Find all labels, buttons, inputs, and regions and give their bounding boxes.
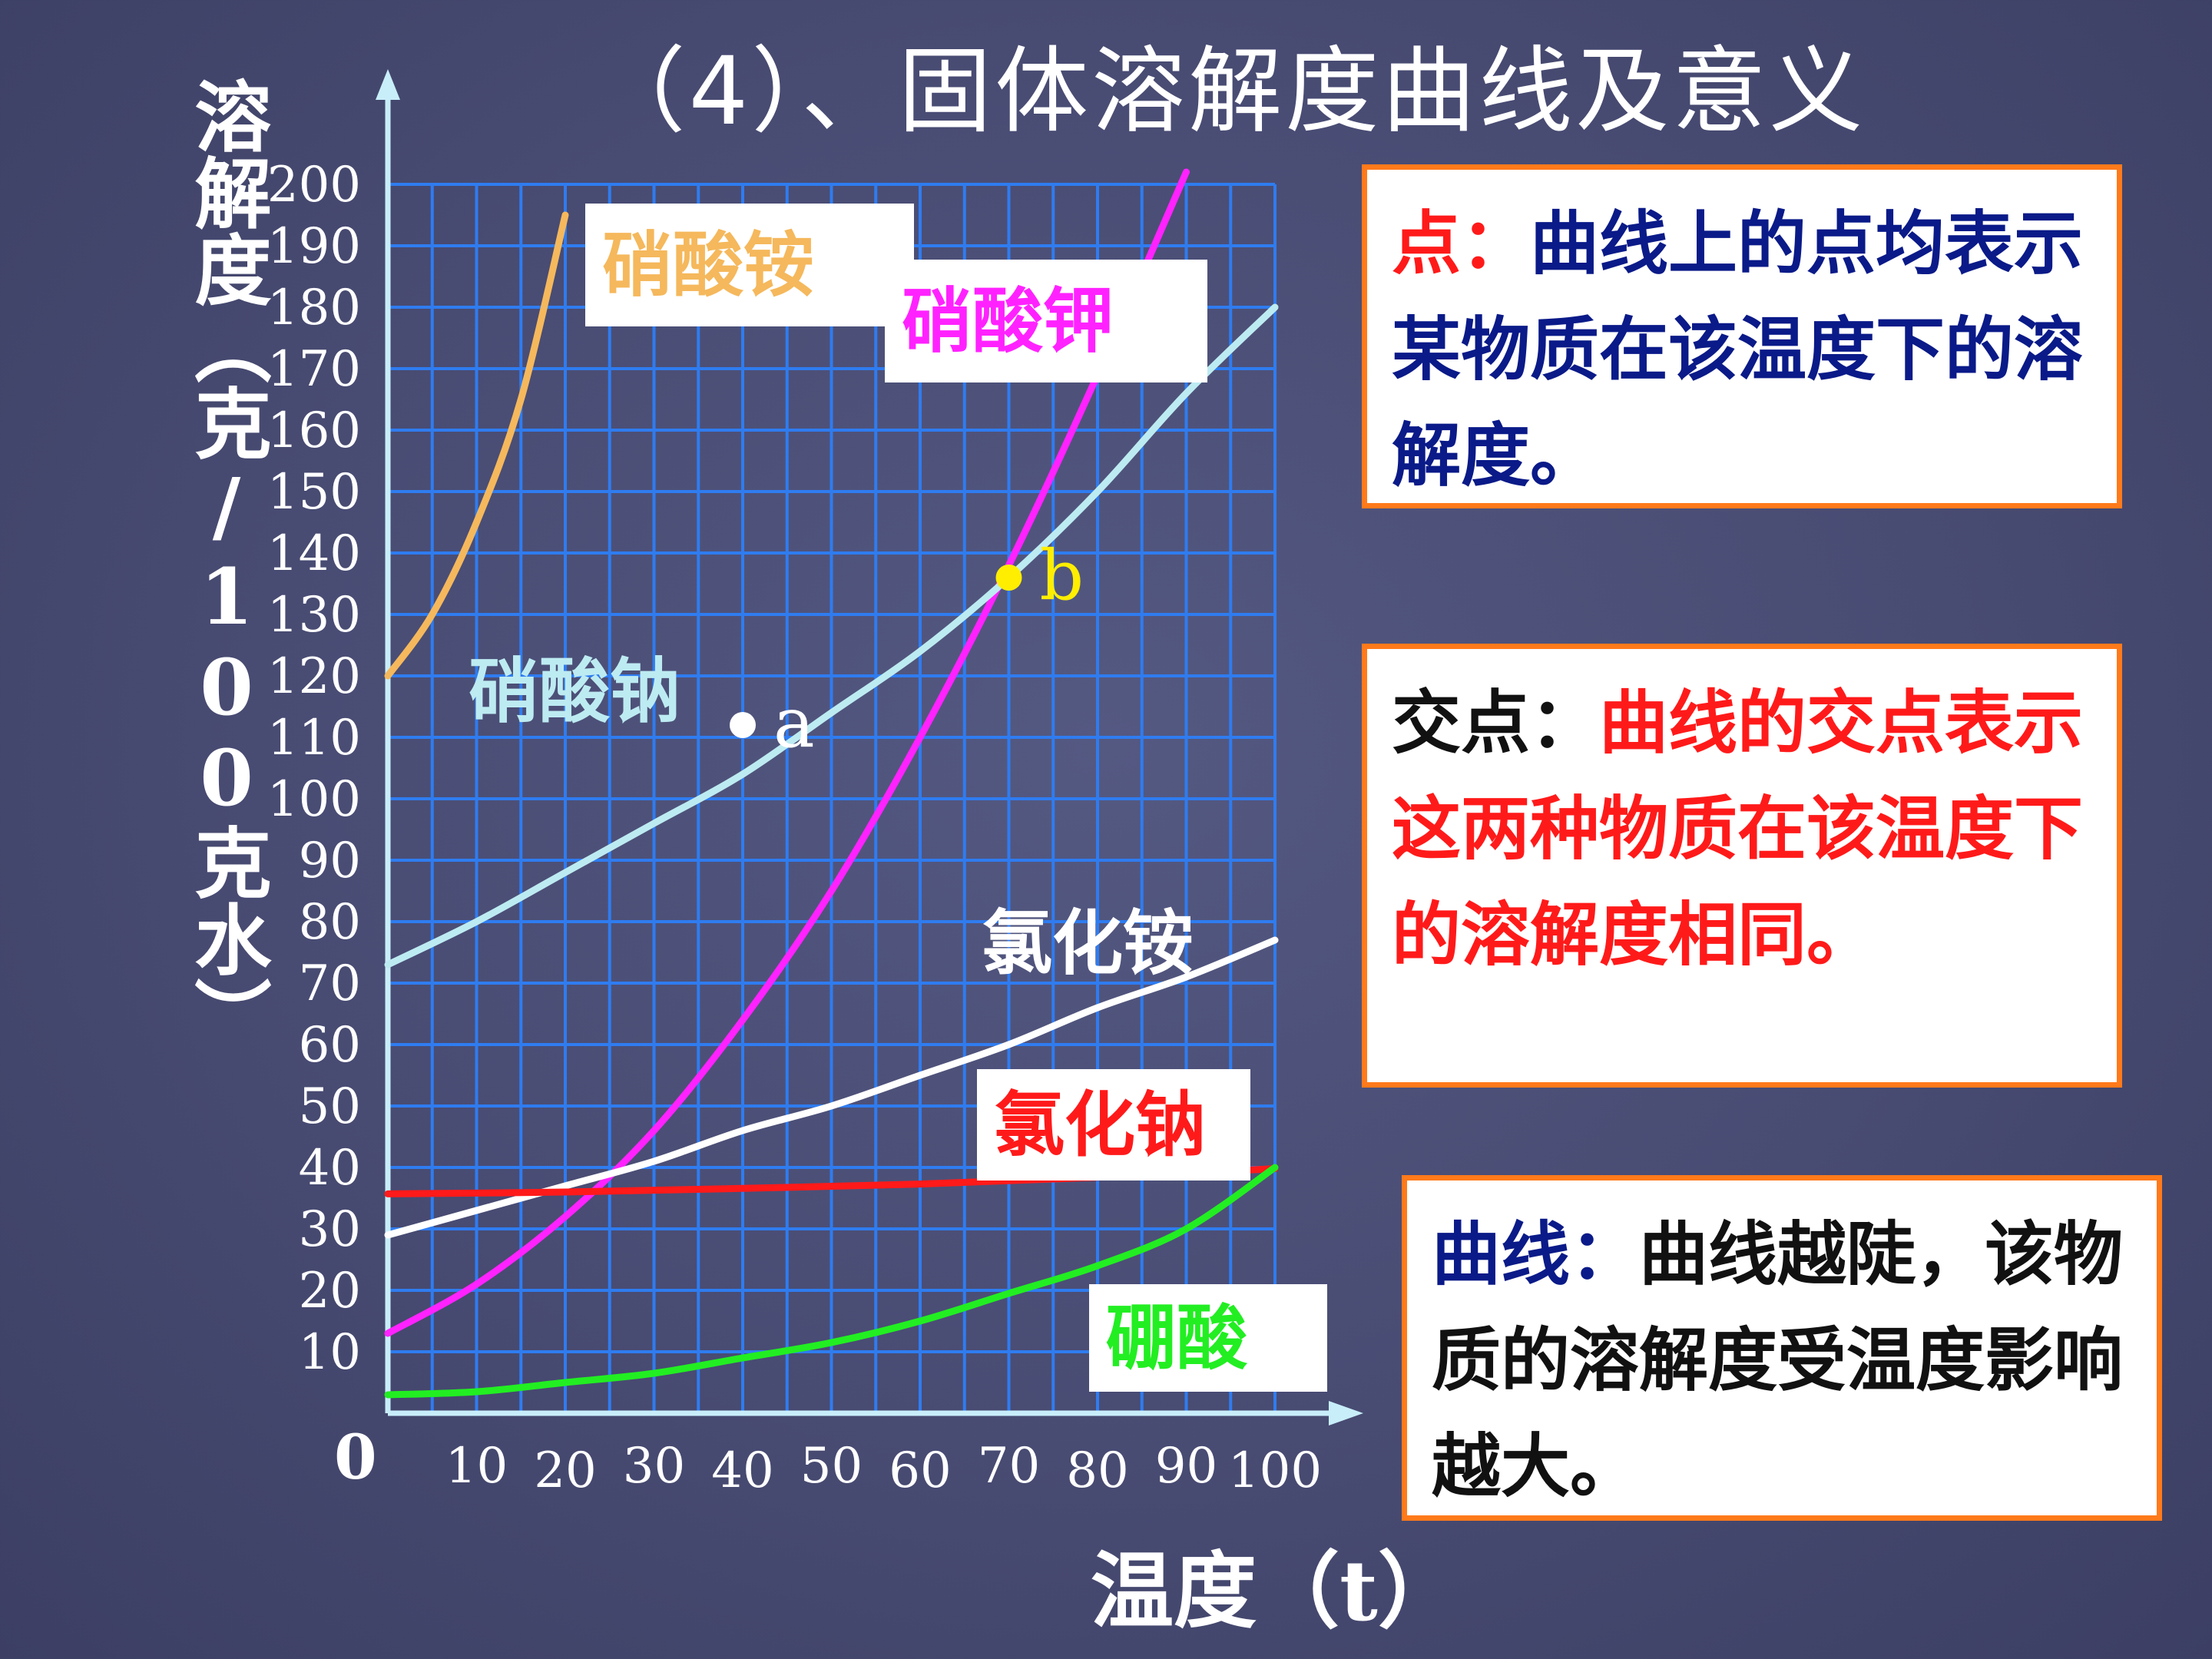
y-tick-label: 60 [299,1017,361,1074]
x-tick-label: 90 [1155,1438,1217,1495]
y-tick-label: 120 [267,648,361,705]
x-tick-label: 60 [889,1442,951,1499]
y-tick-label: 200 [267,157,361,214]
series-label-potassium-nitrate: 硝酸钾 [902,280,1114,363]
tick-labels: 10 20 30 40 50 60 70 80 90 1001020304050607080901… [267,157,1322,1499]
curve-meaning-box: 曲线：曲线越陡，该物质的溶解度受温度影响越大。 [1402,1175,2162,1521]
series-label-bg-potassium-nitrate [885,260,1207,382]
point-a-marker [730,712,756,738]
origin-label: 0 [334,1421,377,1493]
y-tick-label: 170 [267,341,361,398]
series-line-ammonium-nitrate [384,211,569,680]
point-b-label: b [1040,535,1084,616]
y-tick-label: 70 [299,955,361,1012]
x-tick-label: 30 [623,1438,685,1495]
x-tick-label: 20 [534,1442,596,1499]
y-tick-label: 90 [299,833,361,889]
x-tick-label: 10 [445,1438,508,1495]
series-line-potassium-nitrate [384,168,1190,1337]
y-tick-label: 20 [299,1263,361,1320]
x-axis-arrow [1329,1401,1363,1426]
series-label-bg-sodium-chloride [977,1069,1250,1181]
y-tick-label: 80 [299,894,361,951]
x-tick-label: 100 [1228,1442,1322,1499]
y-tick-label: 140 [267,525,361,582]
x-axis-label: 温度（t） [1091,1543,1461,1640]
series-label-bg-ammonium-nitrate [585,204,914,326]
y-tick-label: 30 [299,1201,361,1258]
point-a-label: a [773,683,815,763]
point-meaning-box: 点：曲线上的点均表示某物质在该温度下的溶解度。 [1362,164,2122,508]
x-tick-label: 50 [800,1438,863,1495]
point-b-marker [995,565,1022,591]
y-axis-arrow [376,69,400,100]
intersection-key: 交点： [1392,683,1599,763]
y-tick-label: 150 [267,464,361,521]
series-label-ammonium-chloride: 氯化铵 [982,902,1194,985]
intersection-text: 曲线的交点表示这两种物质在该温度下的溶解度相同。 [1392,683,2083,975]
series-line-sodium-nitrate [384,303,1279,969]
x-tick-label: 80 [1066,1442,1128,1499]
series-label-bg-boric-acid [1089,1284,1327,1392]
curve-text: 曲线越陡，该物质的溶解度受温度影响越大。 [1432,1214,2123,1507]
y-tick-label: 160 [267,402,361,459]
curve-key: 曲线： [1432,1214,1639,1295]
y-tick-label: 50 [299,1078,361,1135]
y-tick-label: 130 [267,587,361,644]
y-tick-label: 10 [299,1324,361,1381]
y-tick-label: 190 [267,218,361,275]
x-tick-label: 70 [978,1438,1040,1495]
series-label-sodium-nitrate: 硝酸钠 [469,651,680,733]
intersection-meaning-box: 交点：曲线的交点表示这两种物质在该温度下的溶解度相同。 [1362,644,2122,1088]
y-tick-label: 180 [267,280,361,336]
solubility-chart: 10 20 30 40 50 60 70 80 90 1001020304050607080901… [267,69,1363,1499]
y-axis-label: 溶解度（克/100克水） [181,77,272,1054]
series-line-boric-acid [384,1164,1279,1399]
series-label-boric-acid: 硼酸 [1106,1297,1248,1379]
point-key: 点： [1392,204,1530,284]
y-tick-label: 100 [267,771,361,828]
point-text: 曲线上的点均表示某物质在该温度下的溶解度。 [1392,204,2083,496]
slide-title: （4）、固体溶解度曲线及意义 [591,37,1866,146]
y-tick-label: 110 [267,710,361,767]
series-label-sodium-chloride: 氯化钠 [994,1084,1206,1167]
annotated-points: ab [730,535,1084,763]
y-tick-label: 40 [299,1140,361,1197]
x-tick-label: 40 [711,1442,773,1499]
series-label-ammonium-nitrate: 硝酸铵 [602,224,814,306]
